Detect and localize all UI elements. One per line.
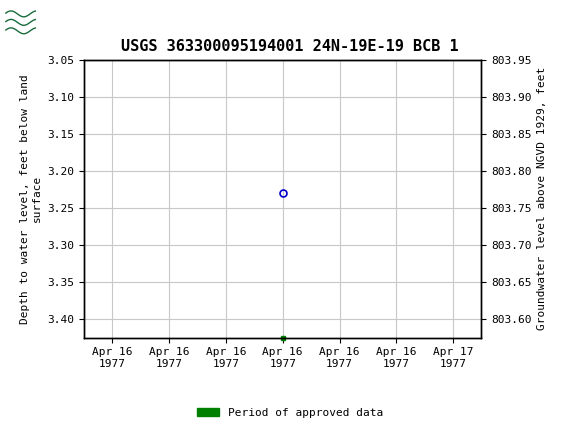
Y-axis label: Groundwater level above NGVD 1929, feet: Groundwater level above NGVD 1929, feet: [537, 67, 547, 331]
Bar: [5, 6, 37, 39]
Legend: Period of approved data: Period of approved data: [193, 403, 387, 422]
Y-axis label: Depth to water level, feet below land
surface: Depth to water level, feet below land su…: [20, 74, 42, 324]
Text: USGS 363300095194001 24N-19E-19 BCB 1: USGS 363300095194001 24N-19E-19 BCB 1: [121, 39, 459, 54]
Text: USGS: USGS: [44, 12, 99, 31]
